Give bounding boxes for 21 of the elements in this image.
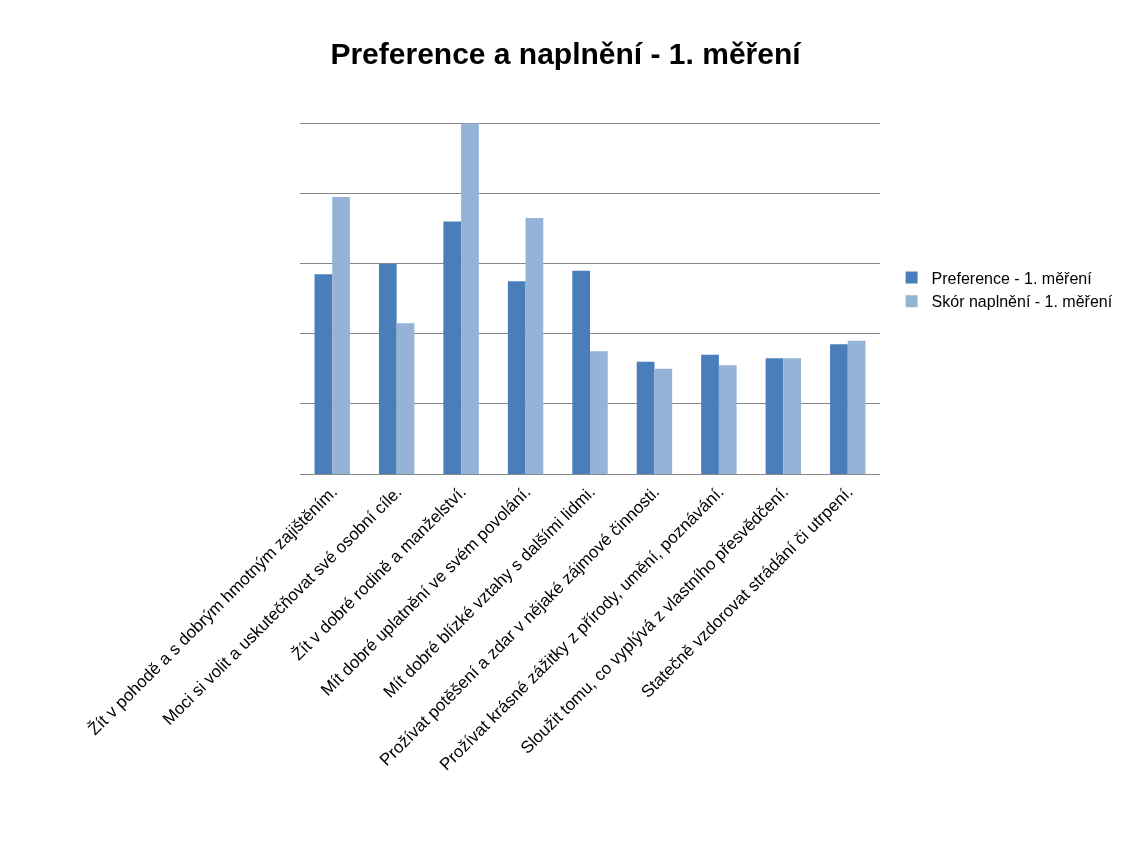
bar [701, 354, 719, 474]
bar [314, 274, 333, 474]
legend-label: Skór naplnění - 1. měření [931, 293, 1113, 311]
bar [396, 323, 415, 474]
bar [590, 351, 608, 474]
bar [332, 197, 350, 474]
bar [636, 361, 655, 474]
bar [847, 340, 866, 474]
bar [572, 270, 590, 474]
chart-title: Preference a naplnění - 1. měření [330, 36, 803, 70]
legend-label: Preference - 1. měření [931, 269, 1093, 287]
bar [830, 344, 848, 474]
bar [783, 358, 802, 474]
bar [718, 365, 737, 474]
bar [378, 263, 397, 474]
bar [765, 358, 784, 474]
bar [507, 281, 526, 474]
bar [443, 221, 462, 474]
bar [525, 218, 544, 474]
bar [654, 368, 673, 474]
bar [461, 123, 479, 474]
